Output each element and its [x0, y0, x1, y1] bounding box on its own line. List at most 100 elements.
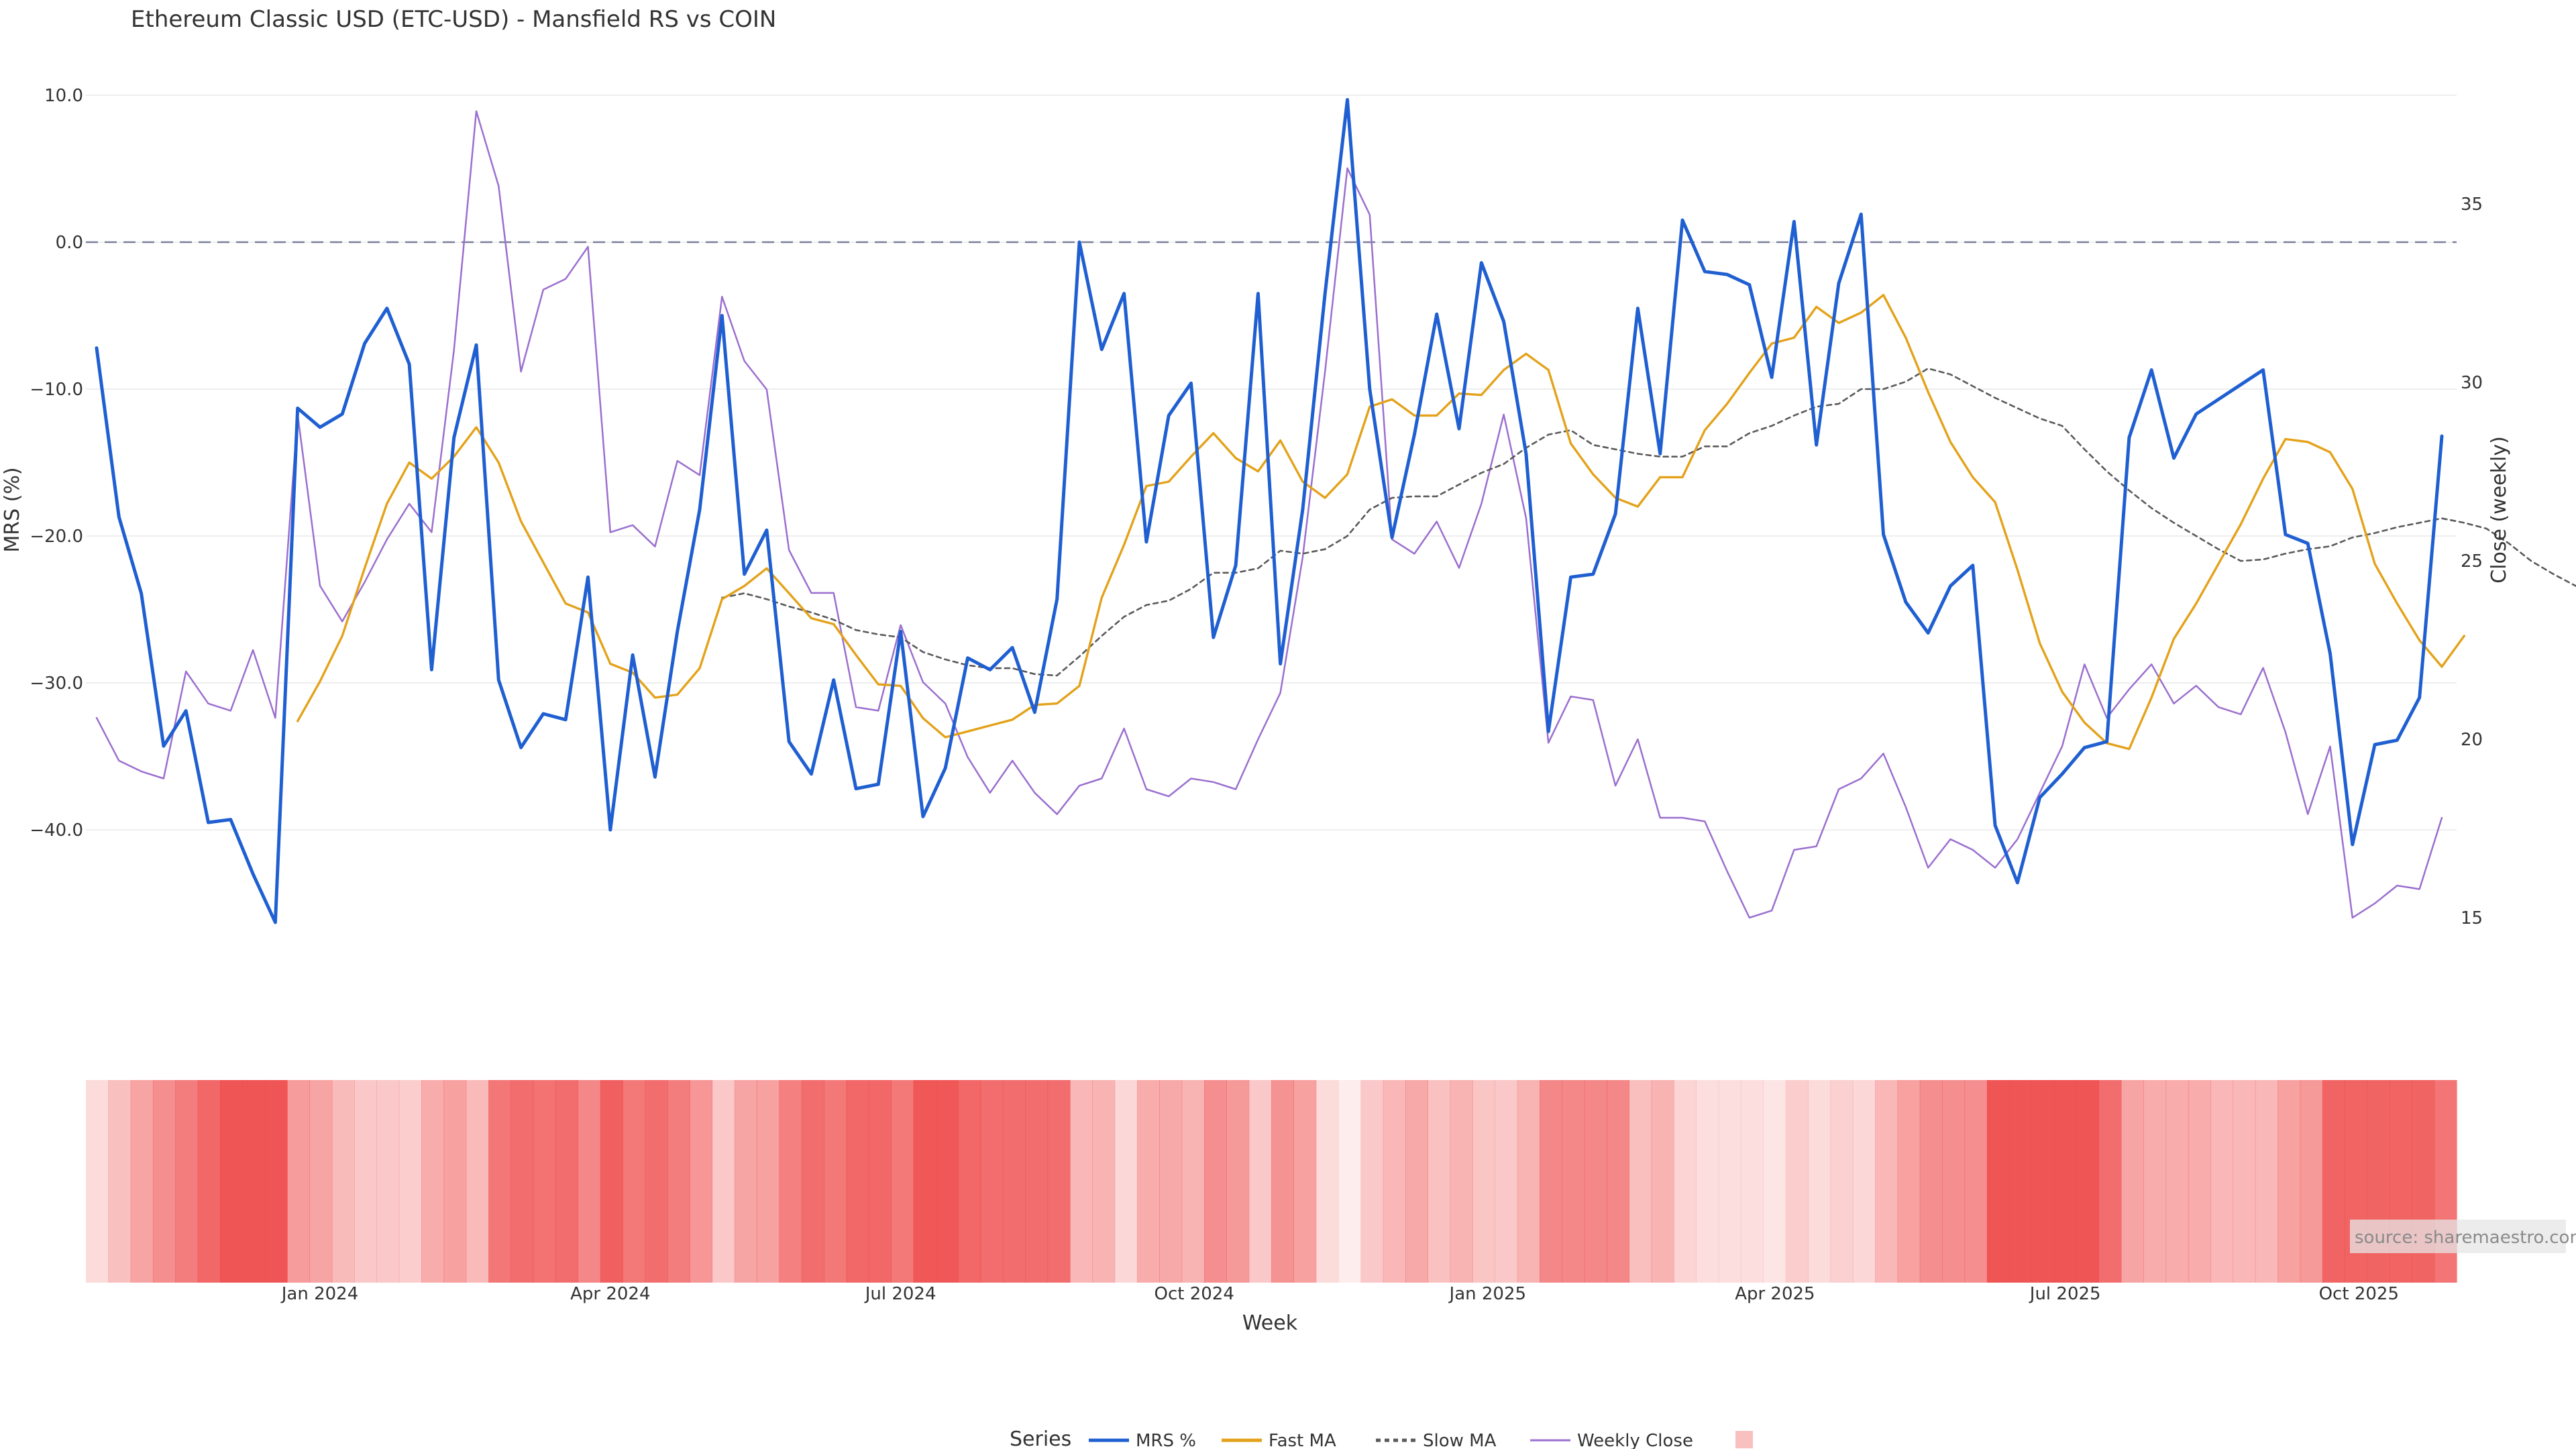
strip-cell — [376, 1080, 400, 1283]
strip-cell — [2121, 1080, 2144, 1283]
mrs-line — [95, 98, 2444, 924]
strip-cell — [913, 1080, 936, 1283]
strip-cell — [130, 1080, 154, 1283]
x-tick-label: Jul 2024 — [864, 1284, 936, 1304]
strip-cell — [2009, 1080, 2033, 1283]
strip-cell — [1875, 1080, 1898, 1283]
strip-cell — [667, 1080, 690, 1283]
strip-cell — [354, 1080, 378, 1283]
x-tick-label: Jul 2025 — [2029, 1284, 2101, 1304]
strip-cell — [1472, 1080, 1495, 1283]
y-left-tick-label: 10.0 — [44, 86, 83, 106]
strip-cell — [1763, 1080, 1786, 1283]
strip-cell — [2255, 1080, 2278, 1283]
y-right-tick-label: 25 — [2461, 551, 2483, 572]
strip-cell — [1383, 1080, 1406, 1283]
strip-cell — [1450, 1080, 1473, 1283]
strip-cell — [1025, 1080, 1049, 1283]
strip-cell — [958, 1080, 981, 1283]
strip-cell — [220, 1080, 243, 1283]
strip-cell — [242, 1080, 266, 1283]
strip-cell — [1651, 1080, 1674, 1283]
strip-cell — [1226, 1080, 1250, 1283]
mrs-series — [95, 98, 2444, 924]
strip-cell — [1741, 1080, 1764, 1283]
legend: Series MRS % Fast MA Slow MA Weekly Close — [1010, 1428, 1753, 1449]
y-left-tick-label: −40.0 — [30, 820, 83, 841]
strip-cell — [398, 1080, 422, 1283]
strip-cell — [175, 1080, 199, 1283]
strip-cell — [734, 1080, 757, 1283]
strip-cell — [2233, 1080, 2256, 1283]
strip-cell — [891, 1080, 914, 1283]
strip-cell — [600, 1080, 623, 1283]
strip-cell — [1852, 1080, 1876, 1283]
strip-cell — [690, 1080, 713, 1283]
strip-cell — [2188, 1080, 2211, 1283]
strip-cell — [466, 1080, 489, 1283]
x-axis-ticks: Jan 2024 Apr 2024 Jul 2024 Oct 2024 Jan 2025… — [280, 1284, 2399, 1304]
legend-title: Series — [1010, 1428, 1071, 1449]
strip-cell — [2210, 1080, 2234, 1283]
strip-cell — [712, 1080, 735, 1283]
strip-cell — [488, 1080, 512, 1283]
strip-cell — [1942, 1080, 1966, 1283]
y-left-tick-label: 0.0 — [56, 233, 83, 253]
y-right-tick-label: 20 — [2461, 730, 2483, 750]
y-axis-left-ticks: 10.0 0.0 −10.0 −20.0 −30.0 −40.0 — [30, 86, 83, 841]
strip-cell — [1629, 1080, 1652, 1283]
watermark: source: sharemaestro.com — [2355, 1228, 2576, 1248]
strip-cell — [443, 1080, 467, 1283]
y-axis-right-ticks: 35 30 25 20 15 — [2461, 195, 2483, 928]
strip-cell — [1069, 1080, 1093, 1283]
strip-cell — [1047, 1080, 1071, 1283]
strip-cell — [108, 1080, 131, 1283]
strip-cell — [824, 1080, 847, 1283]
legend-label: Weekly Close — [1577, 1431, 1693, 1449]
fast-ma-line — [297, 294, 2466, 751]
strip-cell — [2076, 1080, 2100, 1283]
strip-cell — [2143, 1080, 2167, 1283]
strip-cell — [1696, 1080, 1719, 1283]
strip-cell — [1964, 1080, 1988, 1283]
y-right-tick-label: 30 — [2461, 373, 2483, 393]
strip-cell — [1248, 1080, 1272, 1283]
strip-cell — [264, 1080, 288, 1283]
x-tick-label: Oct 2024 — [1155, 1284, 1234, 1304]
strip-cell — [1830, 1080, 1854, 1283]
strip-cell — [511, 1080, 534, 1283]
y-left-tick-label: −20.0 — [30, 527, 83, 547]
strip-cell — [1808, 1080, 1831, 1283]
grid-lines — [86, 95, 2457, 830]
legend-swatch-strip — [1735, 1431, 1753, 1448]
strip-cell — [555, 1080, 579, 1283]
strip-cell — [153, 1080, 176, 1283]
strip-cell — [2165, 1080, 2189, 1283]
strip-cell — [1986, 1080, 2010, 1283]
strip-cell — [331, 1080, 355, 1283]
strip-cell — [1092, 1080, 1116, 1283]
strip-cell — [1002, 1080, 1026, 1283]
x-tick-label: Apr 2024 — [570, 1284, 650, 1304]
watermark-background — [2350, 1220, 2566, 1253]
strip-cell — [1159, 1080, 1183, 1283]
x-axis-title: Week — [1242, 1311, 1298, 1335]
strip-cell — [846, 1080, 869, 1283]
strip-cell — [1540, 1080, 1563, 1283]
strip-cell — [197, 1080, 221, 1283]
x-tick-label: Jan 2024 — [280, 1284, 359, 1304]
y-axis-right-title: Close (weekly) — [2487, 436, 2511, 584]
strip-cell — [1607, 1080, 1630, 1283]
x-tick-label: Jan 2025 — [1448, 1284, 1527, 1304]
strip-cell — [1562, 1080, 1585, 1283]
weekly-close-series — [95, 110, 2443, 919]
strip-cell — [1293, 1080, 1317, 1283]
strip-cell — [645, 1080, 668, 1283]
strip-cell — [1428, 1080, 1451, 1283]
strip-cell — [1495, 1080, 1518, 1283]
strip-cell — [86, 1080, 109, 1283]
strip-cell — [1517, 1080, 1540, 1283]
y-left-tick-label: −10.0 — [30, 380, 83, 400]
strip-cell — [1919, 1080, 1943, 1283]
